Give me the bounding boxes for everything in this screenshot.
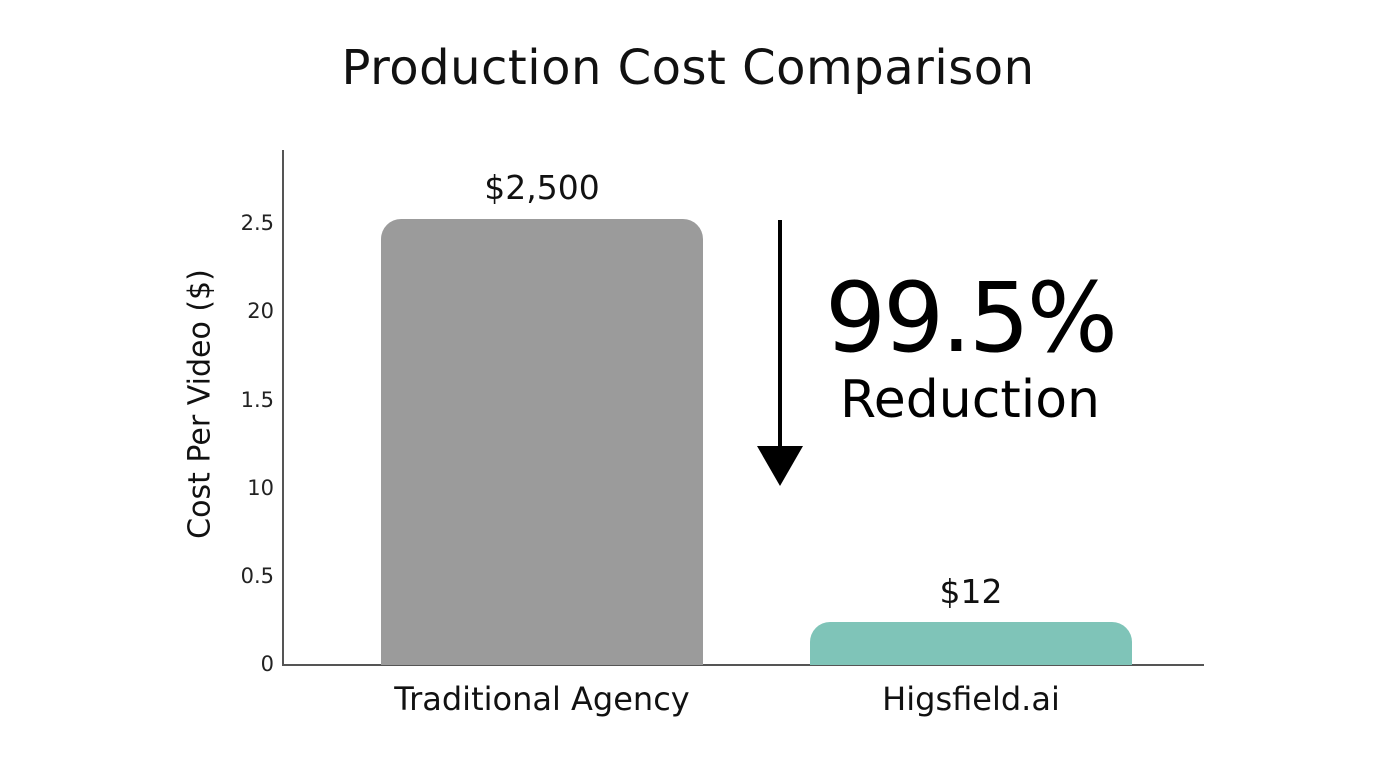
bar-higsfield [810, 622, 1132, 665]
y-tick: 20 [247, 299, 274, 323]
bar-value-label-higsfield: $12 [939, 572, 1003, 611]
y-tick: 2.5 [240, 211, 274, 235]
y-tick: 0.5 [240, 564, 274, 588]
category-label-traditional: Traditional Agency [394, 680, 690, 718]
bar-traditional-agency [381, 219, 703, 665]
arrow-shaft [778, 220, 782, 456]
x-axis-line [282, 664, 1204, 666]
y-axis-label: Cost Per Video ($) [182, 269, 218, 539]
reduction-percentage: 99.5% [825, 262, 1118, 374]
category-label-higsfield: Higsfield.ai [882, 680, 1060, 718]
chart-title: Production Cost Comparison [341, 40, 1035, 96]
y-tick: 10 [247, 476, 274, 500]
y-tick: 0 [260, 652, 274, 676]
bar-value-label-traditional: $2,500 [484, 168, 600, 207]
y-axis-line [282, 150, 284, 666]
arrow-head [757, 446, 803, 486]
reduction-label: Reduction [840, 370, 1100, 430]
y-tick: 1.5 [240, 388, 274, 412]
